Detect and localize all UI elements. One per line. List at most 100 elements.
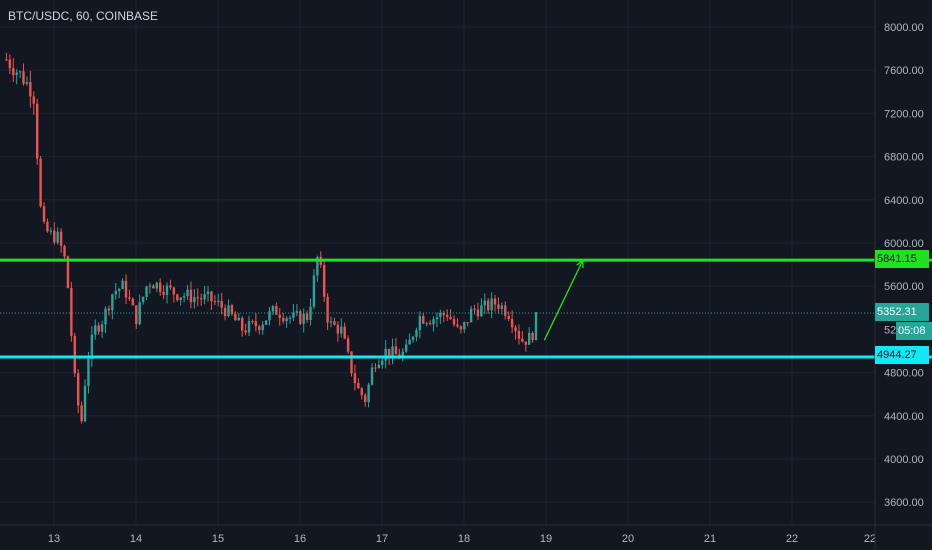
candle-body: [42, 206, 46, 222]
candle-body: [408, 339, 411, 345]
candle-body: [425, 323, 428, 325]
candle-body: [514, 327, 517, 332]
candle-body: [230, 305, 234, 315]
candle-body: [428, 323, 432, 325]
candle-body: [302, 313, 305, 324]
candle-body: [261, 324, 264, 331]
candle-body: [439, 312, 442, 318]
candle-body: [278, 314, 281, 318]
candle-body: [360, 388, 363, 396]
candle-body: [240, 317, 244, 331]
candle-body: [432, 319, 435, 325]
candle-body: [114, 290, 117, 295]
candle-body: [507, 316, 510, 320]
candle-body: [5, 59, 8, 61]
candle-body: [305, 313, 309, 320]
candle-body: [158, 282, 162, 292]
candle-body: [223, 307, 227, 317]
price-tick-label: 5600.00: [884, 281, 924, 293]
candle-body: [155, 282, 158, 289]
candle-body: [203, 294, 206, 300]
candle-body: [442, 312, 445, 315]
candle-body: [490, 298, 493, 311]
candle-body: [227, 305, 230, 317]
candle-body: [100, 324, 104, 332]
price-tick-label: 7600.00: [884, 65, 924, 77]
candle-body: [80, 405, 83, 422]
candle-body: [326, 296, 329, 323]
candle-body: [486, 300, 490, 311]
candle-body: [111, 294, 114, 311]
candle-body: [141, 296, 145, 303]
price-tick-label: 6800.00: [884, 152, 924, 164]
candle-body: [333, 321, 336, 325]
candle-body: [524, 341, 527, 345]
candle-body: [316, 256, 319, 276]
candle-body: [299, 311, 302, 324]
candle-body: [510, 319, 514, 328]
candle-body: [176, 294, 179, 301]
projection-arrow-head: [576, 258, 584, 269]
candle-body: [179, 297, 182, 301]
price-tick-label: 52: [884, 324, 896, 336]
candle-body: [121, 280, 124, 289]
candle-body: [196, 297, 199, 299]
candle-body: [199, 298, 203, 300]
candle-body: [350, 351, 353, 374]
time-tick-label: 22: [864, 533, 876, 545]
candle-body: [346, 338, 350, 352]
candle-body: [329, 321, 333, 323]
candle-body: [189, 289, 193, 303]
candle-body: [76, 373, 80, 406]
candle-body: [445, 314, 449, 318]
time-tick-label: 22: [786, 533, 798, 545]
candle-body: [165, 285, 169, 296]
candle-body: [138, 302, 141, 325]
candle-body: [193, 297, 196, 303]
candle-body: [288, 317, 292, 319]
candle-body: [39, 158, 42, 207]
candle-body: [322, 264, 326, 297]
candle-body: [312, 275, 316, 307]
candle-body: [391, 346, 394, 358]
candle-body: [12, 68, 15, 76]
candle-body: [357, 383, 360, 389]
candle-body: [66, 256, 70, 289]
candle-body: [46, 221, 49, 232]
candle-body: [353, 373, 357, 384]
candle-body: [534, 312, 538, 341]
candles: [5, 52, 538, 424]
candle-body: [483, 300, 486, 306]
candle-body: [237, 317, 240, 321]
candle-body: [220, 300, 223, 308]
candle-body: [70, 288, 73, 336]
candle-body: [517, 331, 521, 339]
price-tick-label: 6400.00: [884, 195, 924, 207]
candle-body: [404, 344, 408, 352]
candle-body: [381, 360, 384, 365]
time-tick-label: 13: [48, 533, 60, 545]
candle-body: [162, 291, 165, 296]
candle-body: [422, 316, 425, 324]
candle-body: [53, 230, 56, 243]
candle-body: [367, 384, 370, 402]
candle-body: [258, 326, 261, 331]
candle-body: [254, 321, 258, 327]
candle-body: [459, 326, 463, 330]
candle-body: [363, 395, 367, 402]
candle-body: [500, 305, 504, 309]
candle-body: [90, 334, 94, 359]
candle-body: [271, 306, 275, 312]
candle-body: [377, 364, 381, 368]
price-tick-label: 7200.00: [884, 108, 924, 120]
candle-body: [135, 305, 138, 325]
candle-body: [15, 72, 18, 76]
candle-body: [504, 305, 507, 317]
countdown-badge: 05:08: [896, 322, 932, 340]
candle-body: [387, 348, 391, 358]
candle-body: [210, 291, 213, 302]
symbol-title: BTC/USDC, 60, COINBASE: [8, 9, 159, 23]
